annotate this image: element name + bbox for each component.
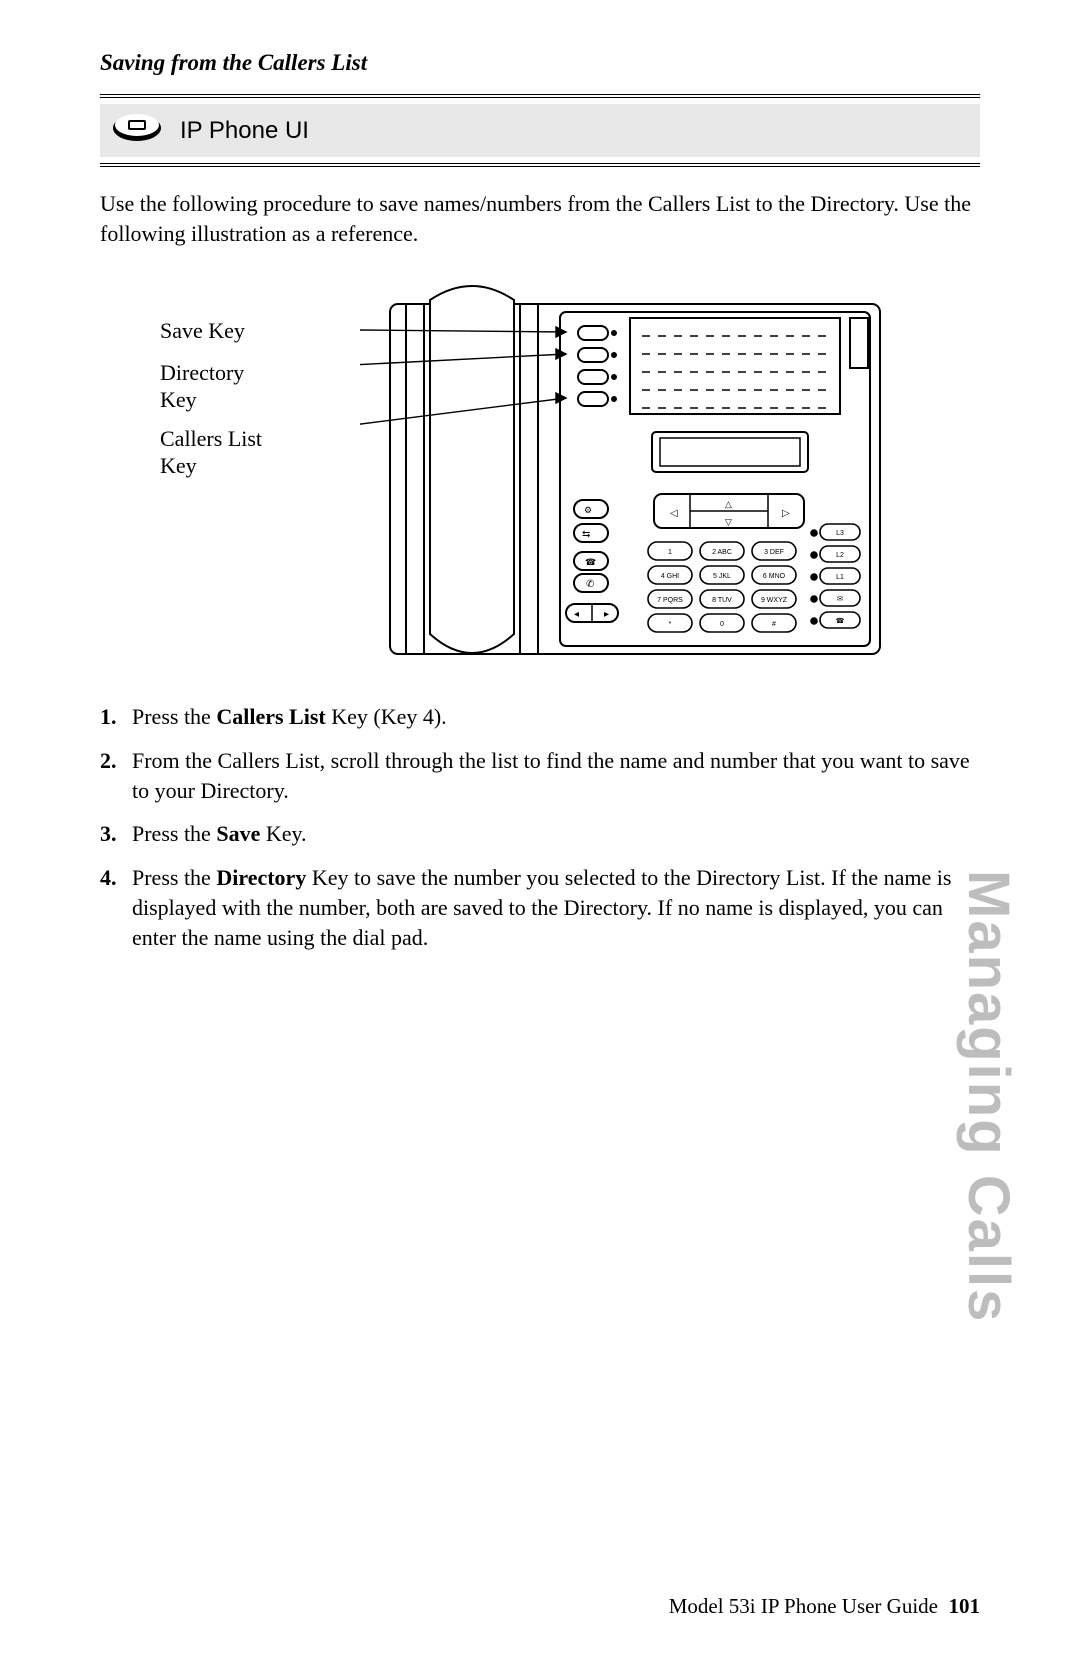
svg-text:0: 0	[720, 621, 724, 628]
svg-text:4 GHI: 4 GHI	[661, 573, 679, 580]
svg-text:▷: ▷	[782, 508, 790, 519]
svg-text:2 ABC: 2 ABC	[712, 549, 732, 556]
step-1-post: Key (Key 4).	[326, 704, 447, 729]
callout-directory-key: Directory Key	[160, 360, 244, 413]
svg-text:⇆: ⇆	[582, 529, 590, 540]
intro-paragraph: Use the following procedure to save name…	[100, 189, 980, 248]
footer-text: Model 53i IP Phone User Guide	[669, 1594, 938, 1618]
callout-callers-list-key: Callers List Key	[160, 426, 262, 479]
phone-icon	[110, 110, 164, 151]
svg-text:L2: L2	[836, 552, 844, 559]
phone-figure: Save Key Directory Key Callers List Key	[100, 274, 980, 674]
callout-save-key: Save Key	[160, 318, 245, 344]
rule-bottom	[100, 163, 980, 167]
svg-text:◂: ◂	[574, 609, 579, 620]
step-1-bold: Callers List	[216, 704, 325, 729]
svg-text:1: 1	[668, 549, 672, 556]
step-1-pre: Press the	[132, 704, 216, 729]
svg-text:8 TUV: 8 TUV	[712, 597, 732, 604]
svg-text:6 MNO: 6 MNO	[763, 573, 786, 580]
step-4-bold: Directory	[216, 865, 306, 890]
phone-diagram-svg: ◁ ▷ △ ▽ ⚙ ⇆ ☎ ✆ ◂ ▸ 1 2 ABC 3 DEF	[360, 274, 920, 674]
svg-text:▽: ▽	[725, 517, 732, 527]
svg-text:7 PQRS: 7 PQRS	[657, 597, 683, 604]
svg-text:3 DEF: 3 DEF	[764, 549, 784, 556]
svg-text:L3: L3	[836, 530, 844, 537]
side-tab: Managing Calls	[955, 870, 1022, 1323]
svg-text:▸: ▸	[604, 609, 609, 620]
page-footer: Model 53i IP Phone User Guide 101	[669, 1594, 980, 1619]
step-3-post: Key.	[260, 821, 306, 846]
step-2-text: From the Callers List, scroll through th…	[132, 748, 970, 803]
svg-text:9 WXYZ: 9 WXYZ	[761, 597, 788, 604]
svg-text:L1: L1	[836, 574, 844, 581]
svg-text:△: △	[725, 499, 732, 509]
svg-text:✆: ✆	[586, 579, 594, 590]
svg-text:☎: ☎	[836, 617, 845, 625]
page-number: 101	[949, 1594, 981, 1618]
callout-callers-list-l1: Callers List	[160, 426, 262, 451]
svg-text:#: #	[772, 621, 776, 628]
callout-callers-list-l2: Key	[160, 453, 197, 478]
callout-directory-key-l2: Key	[160, 387, 197, 412]
step-3: Press the Save Key.	[100, 819, 980, 849]
callout-save-key-text: Save Key	[160, 318, 245, 343]
section-title: Saving from the Callers List	[100, 50, 980, 76]
svg-text:◁: ◁	[670, 508, 678, 519]
step-2: From the Callers List, scroll through th…	[100, 746, 980, 805]
svg-text:*: *	[669, 621, 672, 628]
rule-top	[100, 94, 980, 98]
svg-text:✉: ✉	[837, 596, 843, 603]
callout-directory-key-l1: Directory	[160, 360, 244, 385]
step-3-bold: Save	[216, 821, 260, 846]
ui-header-label: IP Phone UI	[180, 117, 309, 145]
procedure-steps: Press the Callers List Key (Key 4). From…	[100, 702, 980, 952]
svg-text:⚙: ⚙	[584, 505, 592, 515]
step-4: Press the Directory Key to save the numb…	[100, 863, 980, 952]
svg-text:☎: ☎	[585, 557, 596, 567]
step-3-pre: Press the	[132, 821, 216, 846]
ui-header-bar: IP Phone UI	[100, 104, 980, 157]
svg-text:5 JKL: 5 JKL	[713, 573, 731, 580]
step-1: Press the Callers List Key (Key 4).	[100, 702, 980, 732]
step-4-pre: Press the	[132, 865, 216, 890]
